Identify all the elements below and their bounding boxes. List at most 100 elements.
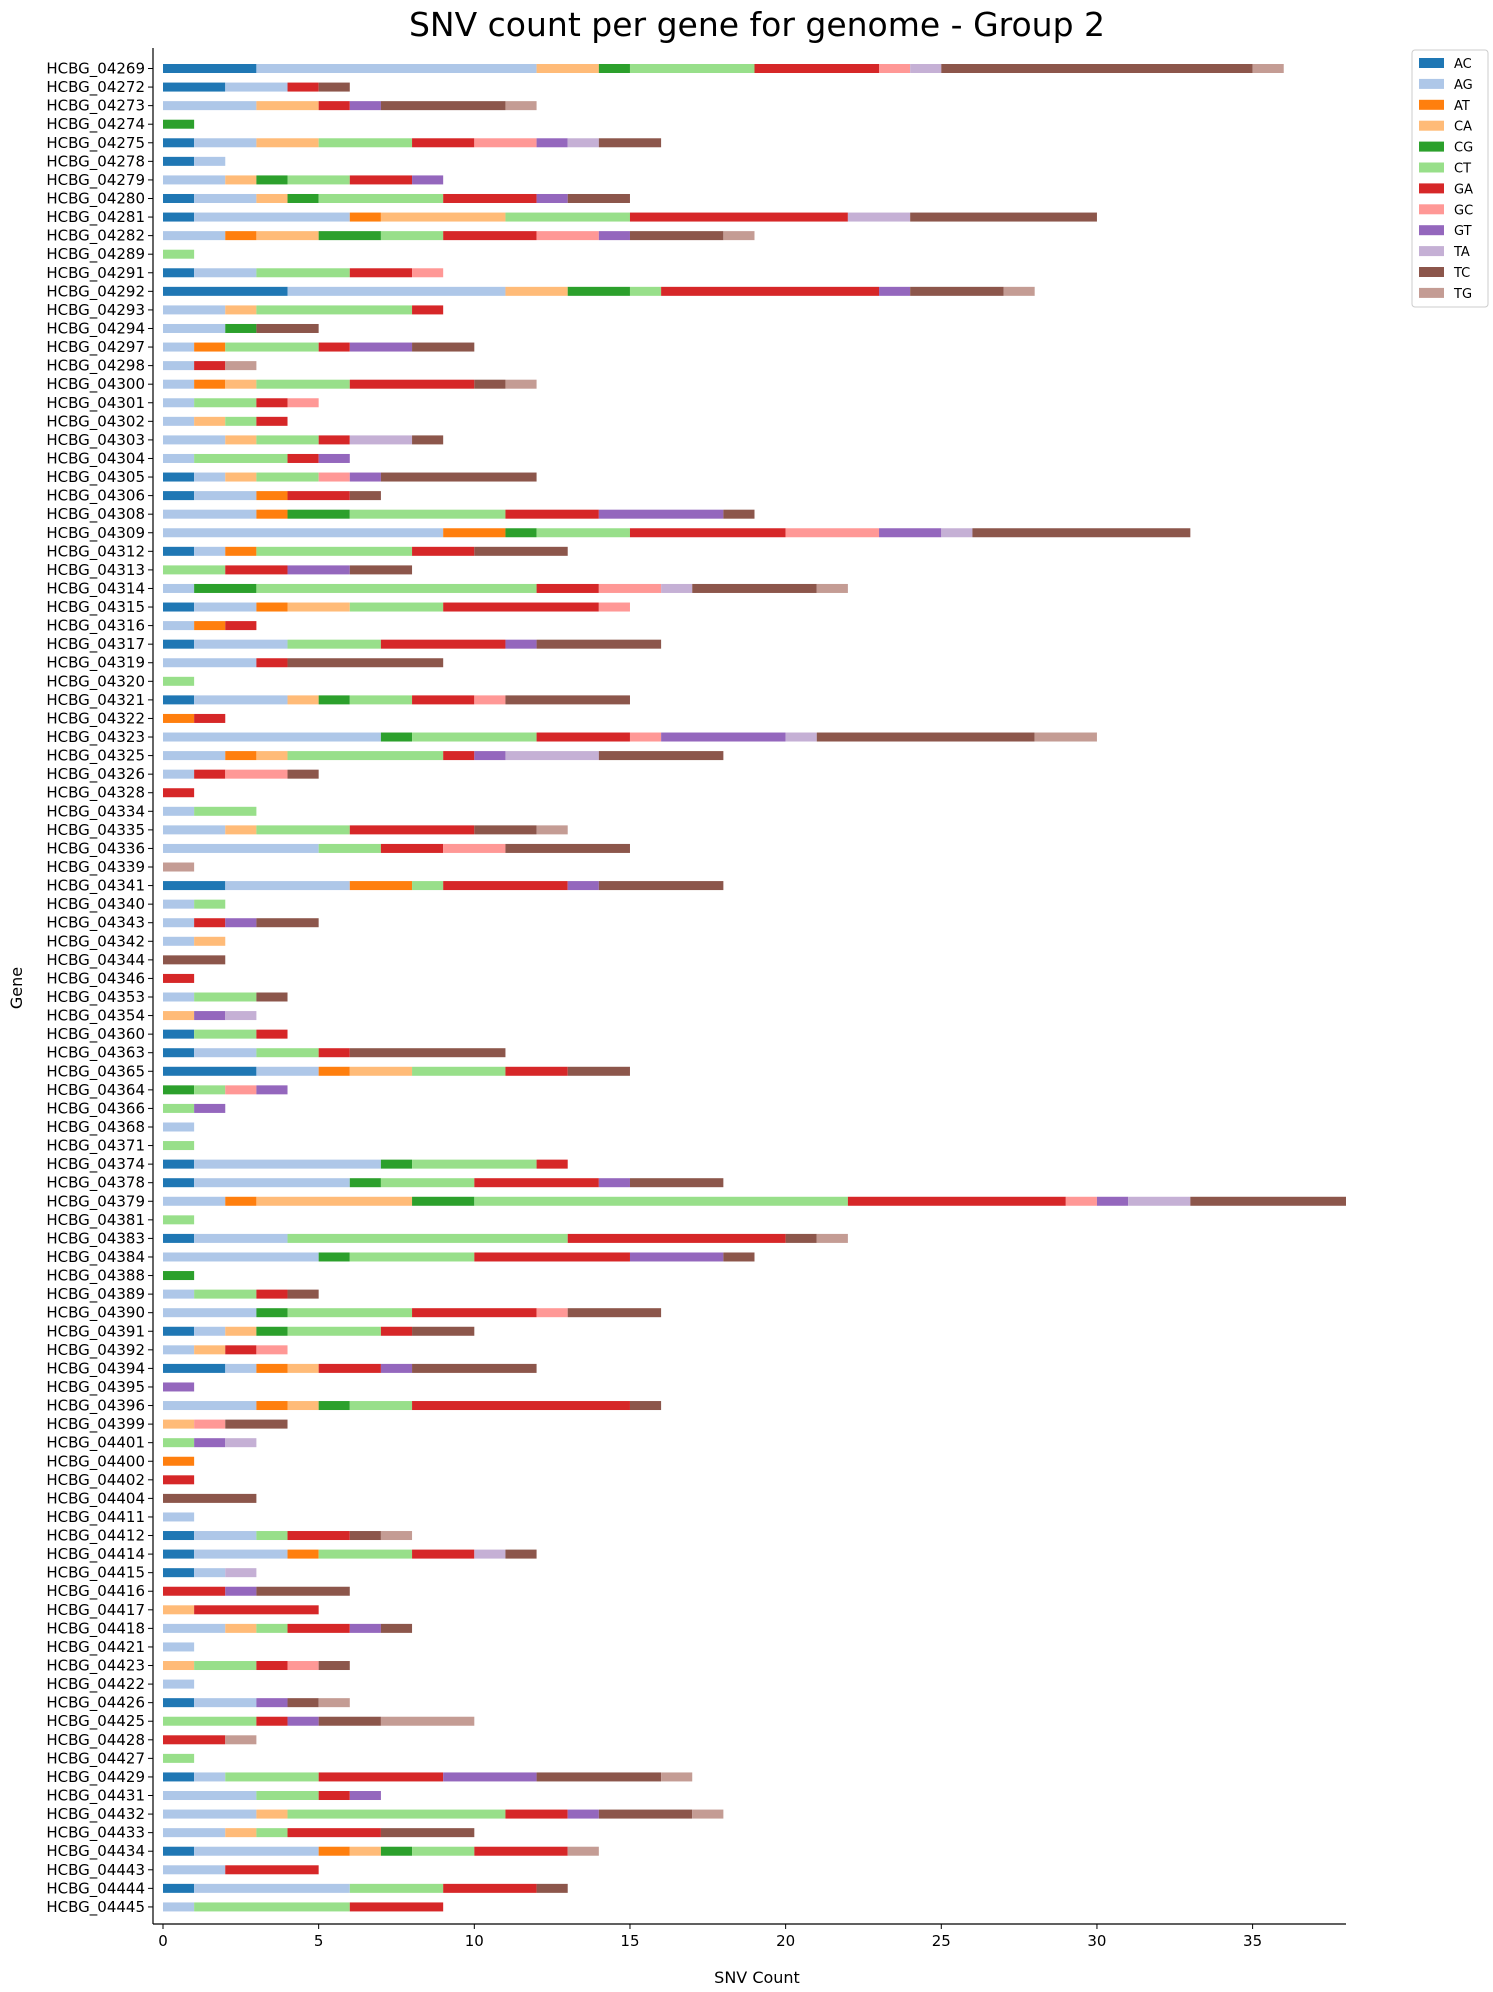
bar-segment-HCBG_04275-CT [318, 138, 413, 148]
chart-title: SNV count per gene for genome - Group 2 [409, 5, 1105, 44]
bar-segment-HCBG_04282-TG [723, 231, 755, 241]
bar-segment-HCBG_04303-AG [163, 435, 226, 445]
bar-segment-HCBG_04292-CG [567, 286, 630, 296]
y-tick-label: HCBG_04343 [46, 914, 145, 933]
bar-segment-HCBG_04334-CT [194, 806, 257, 816]
legend-swatch-AG [1419, 78, 1444, 89]
bar-segment-HCBG_04281-CA [380, 212, 506, 222]
bar-segment-HCBG_04354-TA [225, 1011, 257, 1021]
bar-segment-HCBG_04315-CT [349, 602, 444, 612]
bar-segment-HCBG_04416-TC [256, 1586, 350, 1596]
bar-segment-HCBG_04341-AT [349, 881, 413, 891]
bar-segment-HCBG_04313-CT [163, 565, 226, 575]
bar-segment-HCBG_04425-TG [380, 1716, 475, 1726]
bar-segment-HCBG_04341-GA [443, 881, 568, 891]
bar-segment-HCBG_04394-AT [256, 1363, 288, 1373]
bar-segment-HCBG_04309-GA [629, 528, 786, 538]
bar-segment-HCBG_04304-GA [287, 453, 319, 463]
legend-label-AC: AC [1454, 57, 1472, 72]
bar-segment-HCBG_04302-GA [256, 416, 288, 426]
bar-segment-HCBG_04360-GA [256, 1029, 288, 1039]
y-tick-label: HCBG_04297 [46, 338, 145, 357]
bar-segment-HCBG_04314-TA [661, 583, 693, 593]
y-tick-label: HCBG_04274 [46, 115, 145, 134]
bar-segment-HCBG_04315-GC [598, 602, 630, 612]
bar-segment-HCBG_04273-CA [256, 101, 319, 111]
bar-segment-HCBG_04394-AC [163, 1363, 226, 1373]
y-tick-label: HCBG_04294 [46, 319, 145, 338]
bar-segment-HCBG_04309-AT [443, 528, 506, 538]
bar-segment-HCBG_04353-TC [256, 992, 288, 1002]
bar-segment-HCBG_04426-TG [318, 1698, 350, 1708]
y-tick-label: HCBG_04360 [46, 1025, 145, 1044]
bar-segment-HCBG_04293-CA [225, 305, 257, 315]
bar-segment-HCBG_04298-GA [194, 361, 226, 371]
bar-segment-HCBG_04363-AC [163, 1048, 195, 1058]
bar-segment-HCBG_04317-GA [380, 639, 506, 649]
bar-segment-HCBG_04384-CT [349, 1252, 475, 1262]
bar-segment-HCBG_04412-TG [380, 1531, 413, 1541]
bar-segment-HCBG_04275-GC [474, 138, 537, 148]
y-tick-label: HCBG_04404 [46, 1489, 145, 1508]
bar-segment-HCBG_04390-GC [536, 1308, 568, 1318]
bar-segment-HCBG_04273-AG [163, 101, 257, 111]
bar-segment-HCBG_04418-CA [225, 1623, 257, 1633]
bar-segment-HCBG_04302-CT [225, 416, 257, 426]
y-tick-label: HCBG_04325 [46, 747, 145, 766]
bar-segment-HCBG_04298-TG [225, 361, 257, 371]
bar-segment-HCBG_04294-CG [225, 323, 257, 333]
y-tick-label: HCBG_04394 [46, 1359, 145, 1378]
bar-segment-HCBG_04383-CT [287, 1233, 568, 1243]
y-tick-label: HCBG_04366 [46, 1099, 145, 1118]
bar-segment-HCBG_04323-CT [412, 732, 537, 742]
bar-segment-HCBG_04423-GC [287, 1661, 319, 1671]
bar-segment-HCBG_04278-AG [194, 156, 226, 166]
y-tick-label: HCBG_04292 [46, 282, 145, 301]
bar-segment-HCBG_04305-CT [256, 472, 319, 482]
y-tick-label: HCBG_04434 [46, 1842, 145, 1861]
bar-segment-HCBG_04275-TC [598, 138, 662, 148]
y-tick-label: HCBG_04389 [46, 1285, 145, 1304]
bar-segment-HCBG_04275-TA [567, 138, 599, 148]
legend-swatch-GC [1419, 204, 1444, 215]
legend-swatch-TG [1419, 287, 1444, 298]
bar-segment-HCBG_04280-AC [163, 193, 195, 203]
bar-segment-HCBG_04414-GA [412, 1549, 475, 1559]
y-tick-label: HCBG_04429 [46, 1768, 145, 1787]
bar-segment-HCBG_04396-CG [318, 1401, 350, 1411]
bar-segment-HCBG_04418-CT [256, 1623, 288, 1633]
bar-segment-HCBG_04293-GA [412, 305, 444, 315]
bar-segment-HCBG_04431-GA [318, 1791, 350, 1801]
y-tick-label: HCBG_04316 [46, 617, 145, 636]
bar-segment-HCBG_04401-CT [163, 1438, 195, 1448]
x-tick-label: 25 [932, 1932, 951, 1950]
bar-segment-HCBG_04282-CA [256, 231, 319, 241]
bar-segment-HCBG_04323-GC [629, 732, 662, 742]
y-tick-label: HCBG_04300 [46, 375, 145, 394]
bar-segment-HCBG_04379-CA [256, 1196, 413, 1206]
bar-segment-HCBG_04343-GT [225, 918, 257, 928]
bar-segment-HCBG_04280-CG [287, 193, 319, 203]
bar-segment-HCBG_04378-CT [380, 1178, 475, 1188]
bar-segment-HCBG_04313-TC [349, 565, 413, 575]
bar-segment-HCBG_04399-GC [194, 1419, 226, 1429]
y-tick-label: HCBG_04431 [46, 1787, 145, 1806]
bar-segment-HCBG_04336-TC [505, 843, 630, 853]
bar-segment-HCBG_04309-TC [972, 528, 1191, 538]
bar-segment-HCBG_04292-GA [661, 286, 880, 296]
bar-segment-HCBG_04326-GC [225, 769, 288, 779]
bar-segment-HCBG_04374-AC [163, 1159, 195, 1169]
bar-segment-HCBG_04425-CT [163, 1716, 257, 1726]
bar-segment-HCBG_04422-AG [163, 1679, 195, 1689]
bar-segment-HCBG_04389-GA [256, 1289, 288, 1299]
bar-segment-HCBG_04425-TC [318, 1716, 381, 1726]
bar-segment-HCBG_04282-TC [629, 231, 724, 241]
bar-segment-HCBG_04303-GA [318, 435, 350, 445]
bar-segment-HCBG_04444-AC [163, 1883, 195, 1893]
bar-segment-HCBG_04335-TG [536, 825, 568, 835]
bar-segment-HCBG_04305-AG [194, 472, 226, 482]
bar-segment-HCBG_04325-TC [598, 751, 724, 761]
bar-segment-HCBG_04364-GT [256, 1085, 288, 1095]
y-tick-label: HCBG_04293 [46, 301, 145, 320]
y-tick-label: HCBG_04402 [46, 1471, 145, 1490]
